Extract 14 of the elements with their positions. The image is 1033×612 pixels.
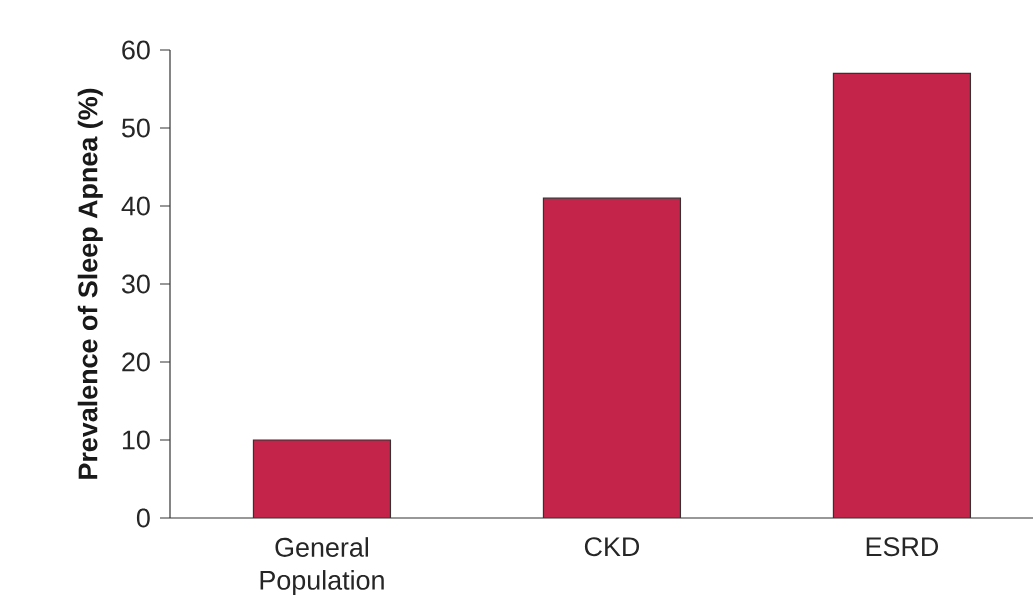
y-tick-label: 60 (122, 40, 150, 60)
x-tick-label: General Population (260, 537, 384, 596)
x-tick-label: CKD (584, 537, 640, 557)
bar (253, 440, 391, 518)
y-tick-label: 40 (121, 196, 150, 216)
y-tick-label: 30 (121, 274, 150, 294)
y-tick-label: 20 (122, 352, 150, 372)
y-tick-label: 10 (122, 430, 150, 450)
bar (543, 198, 681, 518)
y-axis-title: Prevalence of Sleep Apnea (%) (77, 88, 103, 479)
bar (832, 72, 972, 518)
y-tick-label: 50 (121, 118, 150, 138)
y-tick-label: 0 (136, 508, 150, 528)
x-tick-label: ESRD (866, 537, 939, 557)
